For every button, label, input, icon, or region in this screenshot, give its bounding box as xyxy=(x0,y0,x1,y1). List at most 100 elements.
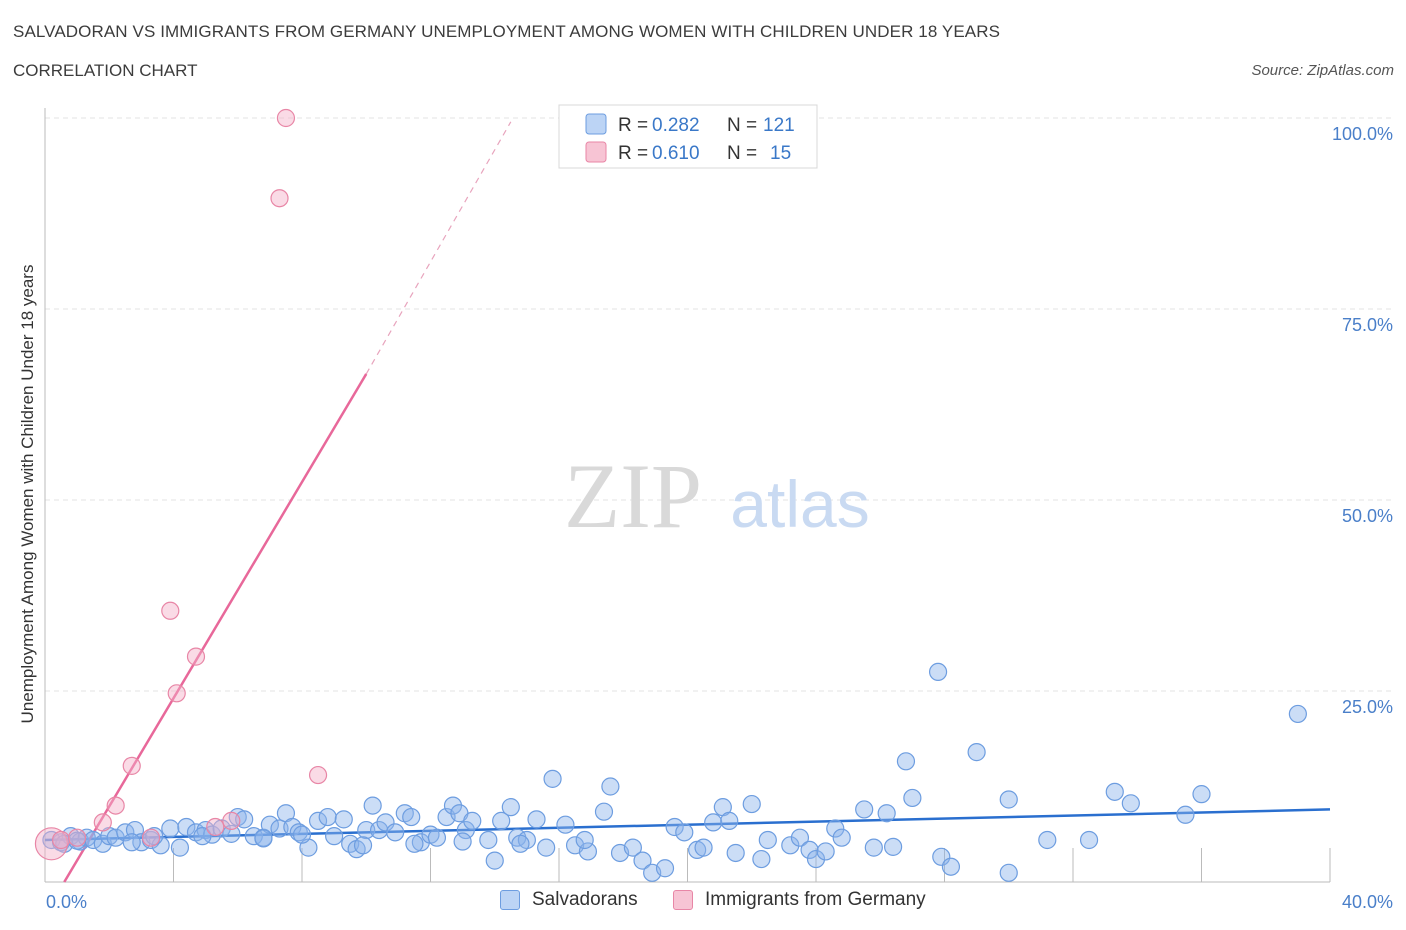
salvadorans-point-74 xyxy=(675,823,694,842)
salvadorans-point-51 xyxy=(456,820,475,840)
salvadorans-point-80 xyxy=(726,843,745,863)
salvadorans-point-52 xyxy=(463,811,482,830)
salvadorans-point-83 xyxy=(758,830,777,850)
salvadorans-point-116 xyxy=(292,825,312,844)
y-tick-label-2: 50.0% xyxy=(1342,506,1393,526)
salvadorans-point-59 xyxy=(527,810,546,829)
salvadorans-point-77 xyxy=(704,813,723,832)
salvadorans-point-87 xyxy=(806,849,826,869)
legend-n-value-germany: 15 xyxy=(770,143,791,164)
salvadorans-point-118 xyxy=(405,834,424,853)
legend-n-label-salvadorans: N = xyxy=(727,115,757,136)
salvadorans-point-73 xyxy=(665,817,684,837)
salvadorans-point-92 xyxy=(864,838,883,857)
salvadorans-point-54 xyxy=(485,851,504,870)
chart-subtitle: CORRELATION CHART xyxy=(13,61,198,80)
salvadorans-point-105 xyxy=(1105,782,1124,801)
salvadorans-point-66 xyxy=(594,802,614,821)
germany-point-6 xyxy=(141,828,161,847)
salvadorans-point-70 xyxy=(633,851,652,870)
salvadorans-point-20 xyxy=(212,819,231,838)
germany-point-12 xyxy=(270,189,289,208)
germany-point-0 xyxy=(34,827,69,861)
legend-r-label-salvadorans: R = xyxy=(618,115,648,136)
salvadorans-point-72 xyxy=(655,859,675,878)
legend-swatch-salvadorans xyxy=(585,113,607,135)
germany-point-10 xyxy=(206,817,225,837)
salvadorans-point-95 xyxy=(896,752,916,771)
salvadorans-point-41 xyxy=(376,813,395,832)
salvadorans-point-14 xyxy=(161,819,180,838)
germany-point-4 xyxy=(106,796,125,815)
legend-item-germany[interactable]: Immigrants from Germany xyxy=(673,889,926,911)
salvadorans-point-119 xyxy=(453,832,472,851)
germany-point-7 xyxy=(161,601,180,620)
salvadorans-point-114 xyxy=(193,827,212,846)
salvadorans-point-106 xyxy=(1121,794,1140,813)
salvadorans-point-81 xyxy=(742,794,761,814)
x-tick-label-1: 40.0% xyxy=(1342,892,1393,912)
salvadorans-point-91 xyxy=(855,800,874,819)
y-tick-label-0: 100.0% xyxy=(1332,124,1393,144)
chart-title: SALVADORAN VS IMMIGRANTS FROM GERMANY UN… xyxy=(13,22,1001,41)
germany-point-8 xyxy=(167,684,186,703)
y-tick-labels: 100.0% 75.0% 50.0% 25.0% xyxy=(1332,124,1393,717)
salvadorans-point-44 xyxy=(402,807,421,827)
salvadorans-point-102 xyxy=(999,863,1018,882)
salvadorans-point-15 xyxy=(170,838,190,857)
salvadorans-point-109 xyxy=(1288,704,1307,724)
gridlines xyxy=(45,117,1395,692)
salvadorans-point-16 xyxy=(177,817,196,837)
germany-point-1 xyxy=(51,830,71,850)
salvadorans-point-30 xyxy=(289,823,308,842)
salvadorans-point-40 xyxy=(370,820,389,840)
salvadorans-point-60 xyxy=(537,838,556,857)
salvadorans-point-108 xyxy=(1192,785,1211,804)
watermark-atlas: atlas xyxy=(730,467,869,541)
salvadorans-point-53 xyxy=(479,830,498,850)
salvadorans-point-94 xyxy=(883,837,903,856)
salvadorans-point-69 xyxy=(623,838,642,857)
legend-marker-germany xyxy=(673,890,693,910)
germany-point-3 xyxy=(93,813,112,832)
salvadorans-point-120 xyxy=(511,834,530,853)
salvadorans-point-56 xyxy=(501,798,520,817)
chart-source: Source: ZipAtlas.com xyxy=(1251,62,1394,79)
legend-label-germany: Immigrants from Germany xyxy=(705,889,926,910)
germany-trend-extension xyxy=(365,121,512,375)
salvadorans-point-93 xyxy=(877,804,896,823)
legend-r-value-germany: 0.610 xyxy=(652,143,700,164)
legend-label-salvadorans: Salvadorans xyxy=(532,889,638,910)
germany-point-14 xyxy=(308,765,328,785)
germany-point-9 xyxy=(186,647,206,666)
legend-marker-salvadorans xyxy=(500,890,520,910)
axes xyxy=(44,108,1331,883)
salvadorans-point-62 xyxy=(556,815,575,834)
salvadorans-point-112 xyxy=(122,833,141,852)
salvadorans-point-89 xyxy=(826,819,845,838)
salvadorans-point-85 xyxy=(790,828,810,847)
salvadorans-point-100 xyxy=(967,743,986,762)
salvadorans-point-82 xyxy=(752,849,771,869)
salvadorans-point-86 xyxy=(800,840,819,860)
salvadorans-point-47 xyxy=(427,828,447,847)
watermark: ZIP atlas xyxy=(564,445,870,547)
x-tick-label-0: 0.0% xyxy=(46,892,87,912)
legend-n-value-salvadorans: 121 xyxy=(763,115,795,136)
legend-swatch-germany xyxy=(585,141,607,163)
salvadorans-point-76 xyxy=(694,838,713,857)
data-points xyxy=(34,108,1307,882)
salvadorans-point-33 xyxy=(318,807,337,827)
salvadorans-point-117 xyxy=(353,836,373,855)
legend-item-salvadorans[interactable]: Salvadorans xyxy=(500,889,638,911)
salvadorans-point-98 xyxy=(941,857,961,876)
salvadorans-point-55 xyxy=(492,811,511,830)
x-tick-labels: 0.0% 40.0% xyxy=(46,892,1393,912)
correlation-legend: R = 0.282 N = 121 R = 0.610 N = 15 xyxy=(558,104,818,169)
salvadorans-point-90 xyxy=(832,828,851,847)
salvadorans-point-39 xyxy=(363,796,382,815)
salvadorans-point-107 xyxy=(1176,805,1195,824)
salvadorans-point-61 xyxy=(543,769,562,788)
legend-r-value-salvadorans: 0.282 xyxy=(652,115,700,136)
